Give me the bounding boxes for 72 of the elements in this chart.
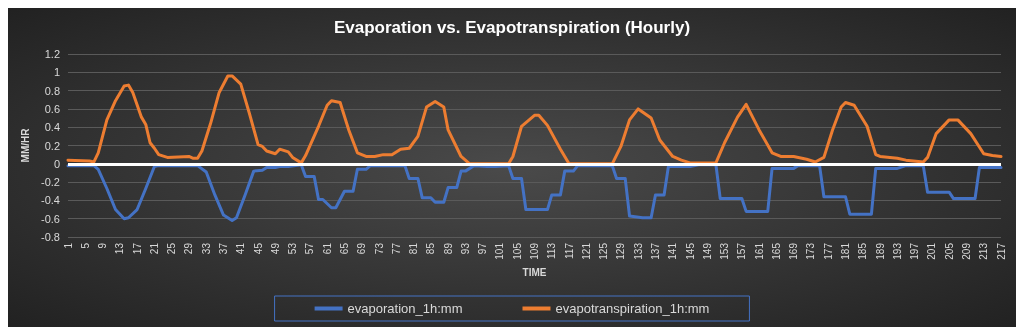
x-tick-label: 17 [131,242,143,255]
x-tick-label: 205 [943,242,955,260]
x-tick-label: 41 [235,242,247,255]
x-tick-label: 33 [200,242,212,255]
x-tick-label: 73 [373,242,385,255]
y-tick-label: 0 [53,157,60,170]
x-axis-title: TIME [522,267,547,279]
x-tick-label: 145 [684,242,696,260]
y-tick-label: 1.2 [44,48,60,60]
x-tick-label: 141 [667,242,679,260]
y-axis-title: MM/HR [19,127,31,163]
x-tick-label: 125 [598,242,610,260]
y-tick-label: 0.8 [44,84,60,97]
y-tick-label: 0.4 [44,121,60,134]
x-tick-label: 165 [770,242,782,260]
legend-label: evapotranspiration_1h:mm [555,301,710,316]
x-tick-label: 137 [649,242,661,260]
x-tick-label: 117 [563,242,575,259]
x-tick-label: 57 [304,242,316,255]
x-tick-label: 129 [615,242,627,260]
x-tick-label: 209 [960,242,972,260]
x-tick-label: 109 [529,242,540,260]
x-tick-label: 173 [805,242,817,260]
x-tick-label: 121 [580,242,592,260]
x-tick-label: 197 [909,242,921,260]
x-tick-label: 45 [252,242,264,255]
y-tick-label: -0.8 [41,231,60,243]
x-tick-label: 89 [442,242,454,255]
x-tick-label: 213 [978,242,990,260]
x-tick-label: 161 [753,242,765,260]
x-tick-label: 37 [218,242,229,255]
line-series [66,74,1003,166]
y-tick-label: 1 [53,66,60,79]
x-tick-label: 21 [148,242,160,255]
x-tick-label: 189 [874,242,886,260]
x-tick-label: 153 [719,242,731,260]
x-tick-label: 49 [269,242,281,255]
x-tick-label: 157 [736,242,748,260]
x-tick-label: 193 [891,242,903,260]
y-tick-label: 0.6 [44,102,60,115]
x-tick-label: 9 [97,242,109,249]
x-tick-label: 69 [356,242,368,255]
x-tick-label: 201 [926,242,938,260]
x-tick-label: 217 [995,242,1007,260]
y-tick-label: -0.4 [41,194,60,207]
x-tick-label: 185 [857,242,869,260]
chart-title: Evaporation vs. Evapotranspiration (Hourly) [333,18,691,37]
x-tick-label: 93 [459,242,471,255]
x-tick-label: 101 [494,242,506,260]
y-tick-label: -0.6 [41,212,60,225]
x-tick-label: 25 [166,242,178,255]
x-tick-label: 1 [62,242,74,249]
x-tick-label: 81 [408,242,420,255]
x-tick-label: 177 [822,242,834,260]
x-tick-label: 13 [114,242,126,255]
x-tick-label: 181 [840,242,851,260]
y-tick-label: -0.2 [41,176,60,189]
x-tick-label: 105 [511,242,523,260]
x-tick-label: 149 [701,242,713,260]
y-tick-label: 0.2 [44,139,60,152]
x-tick-label: 85 [425,242,437,255]
x-tick-label: 97 [477,242,489,255]
legend-label: evaporation_1h:mm [347,301,463,316]
x-tick-label: 29 [183,242,195,255]
x-tick-label: 65 [338,242,350,255]
x-tick-label: 133 [632,242,644,260]
x-tick-label: 169 [788,242,800,260]
x-tick-label: 61 [321,242,333,255]
x-tick-label: 53 [287,242,299,255]
x-tick-label: 5 [79,242,91,249]
x-tick-label: 113 [546,242,558,259]
x-tick-label: 77 [390,242,402,255]
